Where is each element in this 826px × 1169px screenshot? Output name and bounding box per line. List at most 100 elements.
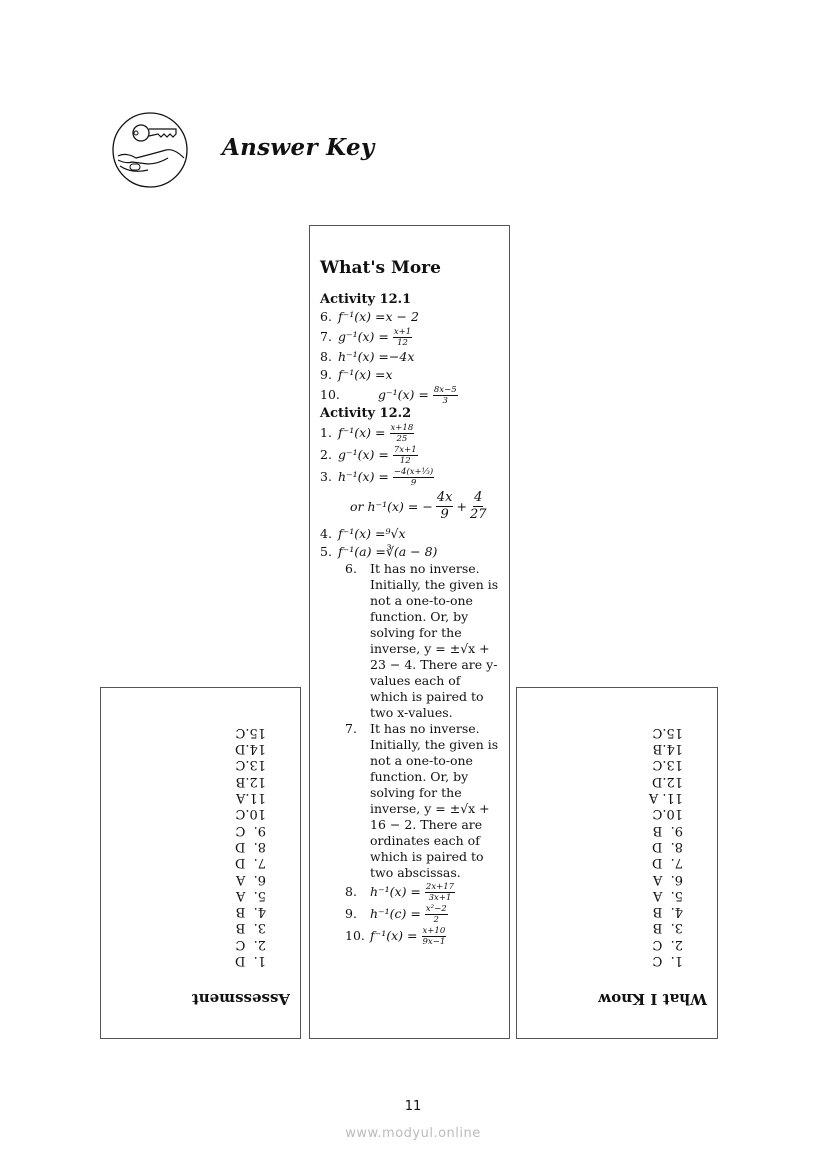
whats-more-content: Activity 12.1 6. f⁻¹(x) = x − 2 7. g⁻¹(x) =… [320, 292, 505, 947]
numerator: x+18 [389, 422, 415, 434]
answer-item: 6. A [652, 871, 683, 887]
item-number: 7. [320, 329, 332, 344]
answer-list: 1. D 2. C 3. B 4. B 5. A 6. A 7. D 8. D 9. C 10.C… [235, 724, 266, 968]
fraction: 4x 9 [435, 490, 454, 523]
answer-item: 10. g⁻¹(x) = 8x−5 3 [320, 384, 505, 406]
answer-item: 15.C [652, 724, 683, 740]
item-number: 7. [345, 721, 357, 736]
denominator: 3 [442, 395, 448, 406]
expression: x [385, 367, 393, 382]
activity-title: Activity 12.2 [320, 406, 412, 421]
answer-item: 9. f⁻¹(x) = x [320, 366, 505, 384]
answer-item: 11.A [235, 790, 266, 806]
denominator: 2 [433, 914, 439, 925]
numerator: 2x+17 [424, 881, 456, 893]
answer-item: 8. h⁻¹(x) = −4x [320, 348, 505, 366]
answer-item: 10.C [235, 806, 266, 822]
denominator: 9x−1 [422, 936, 446, 947]
numerator: x+1 [392, 326, 413, 338]
expression: g⁻¹(x) = [338, 329, 389, 344]
answer-item: 2. C [235, 936, 266, 952]
section-title: Assessment [191, 990, 290, 1008]
answer-item: 4. f⁻¹(x) = ⁹√x [320, 525, 505, 543]
item-number: 9. [345, 906, 357, 921]
denominator: 12 [399, 455, 411, 466]
answer-item: 15.C [235, 724, 266, 740]
item-number: 4. [320, 526, 332, 541]
expression: g⁻¹(x) = [378, 387, 429, 402]
fraction: 8x−5 3 [432, 385, 458, 406]
answer-item: 7. D [651, 855, 683, 871]
activity-title: Activity 12.1 [320, 292, 412, 307]
expression: x − 2 [385, 309, 419, 324]
answer-item: 5. A [652, 887, 683, 903]
answer-item: or h⁻¹(x) = −4x 9 +4 27 [320, 490, 505, 523]
answer-item: 10. f⁻¹(x) = x+10 9x−1 [320, 925, 505, 947]
denominator: 12 [397, 337, 408, 348]
answer-item: 3. B [652, 920, 683, 936]
section-title: What's More [320, 258, 441, 278]
answer-item: 9. B [652, 822, 683, 838]
expression: h⁻¹(x) = [338, 469, 389, 484]
answer-item: 1. D [234, 953, 266, 968]
answer-item: 3. h⁻¹(x) = −4(x+⅓) 9 [320, 466, 505, 488]
item-number: 2. [320, 447, 332, 462]
answer-item: 14.D [234, 741, 266, 757]
item-number: 6. [320, 309, 332, 324]
fraction: x+1 12 [392, 326, 413, 348]
numerator: 4 [473, 490, 484, 507]
answer-item: 3. B [235, 920, 266, 936]
item-number: 1. [320, 425, 332, 440]
answer-item: 6. A [235, 871, 266, 887]
item-number: 9. [320, 367, 332, 382]
answer-item: 10.C [652, 806, 683, 822]
whats-more-box: What's More Activity 12.1 6. f⁻¹(x) = x −… [309, 225, 510, 1039]
fraction: −4(x+⅓) 9 [392, 466, 435, 488]
item-number: 8. [345, 884, 357, 899]
answer-item: 8. D [651, 838, 683, 854]
answer-item: 12.D [651, 773, 683, 789]
answer-item: 1. f⁻¹(x) = x+18 25 [320, 422, 505, 444]
answer-item: 8. D [234, 838, 266, 854]
expression: f⁻¹(x) = [338, 526, 386, 541]
answer-item: 5. f⁻¹(a) = ∛(a − 8) [320, 543, 505, 561]
what-i-know-box: What I Know 1. C 2. C 3. B 4. B 5. A 6. A 7. D… [516, 687, 718, 1039]
answer-item: 2. C [652, 936, 683, 952]
answer-item: 12.B [235, 773, 266, 789]
denominator: 3x+1 [428, 892, 452, 903]
denominator: 27 [469, 507, 487, 522]
answer-item: 6. It has no inverse. Initially, the give… [320, 561, 505, 721]
answer-item: 4. B [235, 904, 266, 920]
fraction: x²−2 2 [424, 903, 448, 925]
fraction: 2x+17 3x+1 [424, 881, 456, 903]
expression: or h⁻¹(x) = − [350, 498, 433, 514]
answer-item: 7. g⁻¹(x) = x+1 12 [320, 326, 505, 348]
answer-item: 14.B [652, 741, 683, 757]
fraction: x+18 25 [389, 422, 415, 444]
answer-item: 13.C [652, 757, 683, 773]
page-title: Answer Key [222, 134, 375, 161]
numerator: 7x+1 [392, 444, 418, 456]
expression: f⁻¹(x) = [338, 367, 386, 382]
item-number: 10. [320, 387, 340, 402]
expression: ∛(a − 8) [385, 544, 438, 559]
expression: ⁹√x [385, 526, 406, 541]
numerator: x²−2 [424, 903, 448, 915]
answer-item: 8. h⁻¹(x) = 2x+17 3x+1 [320, 881, 505, 903]
answer-item: 9. C [235, 822, 266, 838]
fraction: x+10 9x−1 [421, 926, 447, 947]
answer-item: 1. C [652, 953, 683, 968]
answer-text: It has no inverse. Initially, the given … [370, 721, 499, 880]
expression: h⁻¹(x) = [338, 349, 389, 364]
answer-text: It has no inverse. Initially, the given … [370, 561, 499, 720]
section-title: What I Know [598, 990, 707, 1008]
numerator: 4x [435, 490, 454, 507]
denominator: 9 [440, 507, 449, 522]
answer-item: 7. D [234, 855, 266, 871]
expression: g⁻¹(x) = [338, 447, 389, 462]
expression: h⁻¹(c) = [370, 906, 421, 921]
item-number: 6. [345, 561, 357, 576]
answer-item: 7. It has no inverse. Initially, the give… [320, 721, 505, 881]
answer-item: 13.C [235, 757, 266, 773]
numerator: −4(x+⅓) [392, 466, 435, 478]
